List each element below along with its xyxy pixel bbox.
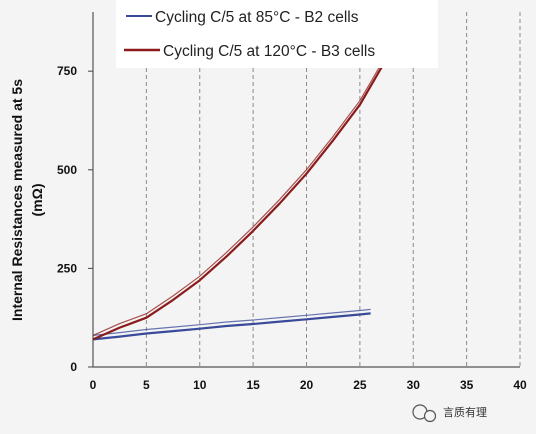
x-tick-label: 10 xyxy=(193,378,207,392)
y-tick-label: 250 xyxy=(57,261,77,275)
y-axis-title-line1: Internal Resistances measured at 5s xyxy=(9,79,25,321)
grid xyxy=(145,12,521,367)
series-line-b3 xyxy=(92,48,393,341)
series-lines xyxy=(92,45,393,341)
y-axis-title: Internal Resistances measured at 5s (mΩ) xyxy=(9,79,45,321)
y-tick-label: 0 xyxy=(70,360,77,374)
legend-label-b3: Cycling C/5 at 120°C - B3 cells xyxy=(163,43,375,60)
legend: Cycling C/5 at 85°C - B2 cells Cycling C… xyxy=(116,0,438,68)
watermark: 言质有理 xyxy=(412,404,487,423)
tick-labels: 0 5 10 15 20 25 30 35 40 0 250 500 750 xyxy=(57,64,527,392)
x-tick-label: 15 xyxy=(246,378,260,392)
x-tick-label: 40 xyxy=(513,378,527,392)
legend-label-b2: Cycling C/5 at 85°C - B2 cells xyxy=(155,9,359,26)
axes xyxy=(88,12,520,368)
x-tick-label: 30 xyxy=(407,378,421,392)
series-line-b3-replicate xyxy=(92,45,393,336)
x-tick-label: 5 xyxy=(143,378,150,392)
y-tick-label: 750 xyxy=(57,64,77,78)
y-tick-label: 500 xyxy=(57,163,77,177)
x-tick-label: 35 xyxy=(460,378,474,392)
x-tick-label: 20 xyxy=(300,378,314,392)
watermark-text: 言质有理 xyxy=(443,405,487,419)
wechat-icon xyxy=(412,404,437,423)
y-axis-title-unit: (mΩ) xyxy=(29,184,45,217)
x-tick-label: 25 xyxy=(353,378,367,392)
series-line-b2 xyxy=(92,312,371,341)
series-line-b2-replicate xyxy=(92,308,371,336)
x-tick-label: 0 xyxy=(90,378,97,392)
legend-box xyxy=(116,0,438,68)
